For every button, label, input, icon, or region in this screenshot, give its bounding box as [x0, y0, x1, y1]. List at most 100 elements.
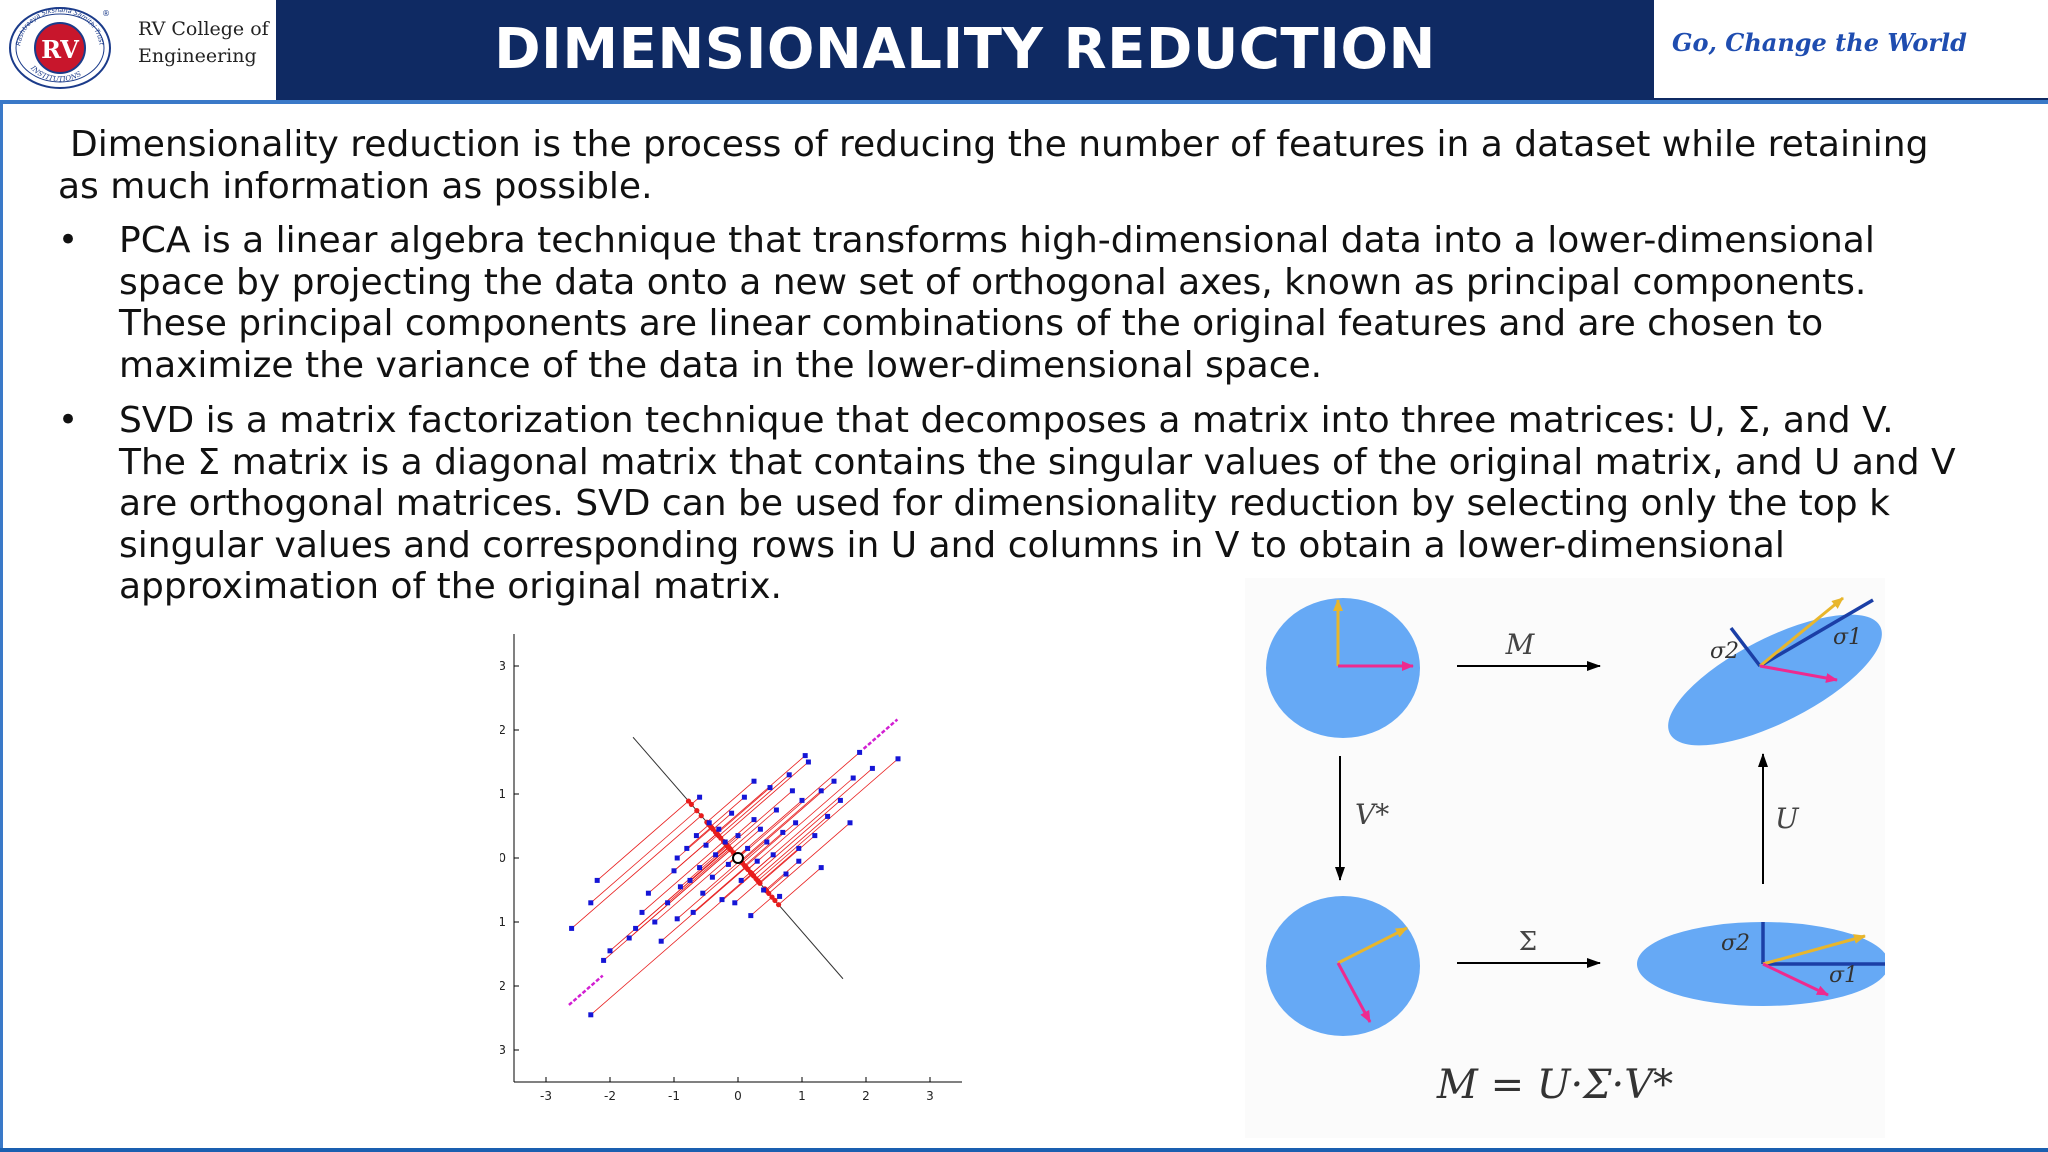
- x-tick-label: -3: [540, 1089, 552, 1103]
- slide-title: DIMENSIONALITY REDUCTION: [494, 17, 1436, 82]
- svd-diagram: M σ2 σ1 V* U Σ σ2 σ1 M = U·Σ·V*: [1245, 578, 1885, 1138]
- projection-line: [660, 867, 747, 942]
- svd-ellipse-scaled: σ2 σ1: [1637, 922, 1885, 1006]
- data-point: [725, 861, 731, 867]
- projection-line: [730, 809, 777, 850]
- projection-line: [686, 826, 712, 849]
- bullet-svd: • SVD is a matrix factorization techniqu…: [58, 400, 1958, 608]
- data-point: [713, 852, 719, 858]
- projection-line: [768, 822, 851, 894]
- projected-point: [694, 808, 700, 814]
- projected-point: [775, 902, 782, 908]
- data-point: [687, 877, 693, 883]
- projection-line: [641, 841, 724, 913]
- label-Sigma: Σ: [1519, 927, 1537, 957]
- data-point: [812, 833, 818, 839]
- bullet-pca-text: PCA is a linear algebra technique that t…: [119, 220, 1875, 386]
- projection-line: [750, 896, 773, 916]
- slide-content: Dimensionality reduction is the process …: [58, 124, 1958, 622]
- projection-line: [718, 774, 790, 837]
- data-point: [738, 877, 744, 883]
- principal-axis-dash-low: [568, 974, 604, 1006]
- data-point: [748, 913, 754, 919]
- label-U: U: [1775, 802, 1800, 835]
- data-point: [693, 833, 699, 839]
- projection-line: [715, 755, 806, 834]
- projection-line: [680, 845, 728, 888]
- projection-line: [712, 812, 732, 830]
- label-sigma2-bottom: σ2: [1721, 931, 1750, 956]
- data-point: [754, 858, 760, 864]
- projection-line: [596, 800, 689, 881]
- x-tick-label: -2: [604, 1089, 616, 1103]
- bullet-dot: •: [58, 400, 79, 440]
- projection-line: [734, 881, 760, 904]
- label-Vstar: V*: [1355, 798, 1389, 831]
- data-point: [677, 884, 683, 890]
- projection-line: [744, 832, 784, 866]
- x-tick-label: 3: [926, 1089, 934, 1103]
- x-tick-label: -1: [668, 1089, 680, 1103]
- projection-line: [720, 761, 809, 839]
- data-point: [767, 785, 773, 791]
- projected-point: [756, 879, 762, 885]
- projection-line: [706, 780, 755, 823]
- projection-line: [765, 860, 800, 891]
- data-point: [773, 807, 779, 813]
- projection-line: [721, 873, 752, 900]
- data-point: [700, 890, 706, 896]
- y-tick-label: 1: [500, 787, 506, 801]
- svd-circle-original: [1266, 598, 1420, 738]
- data-point: [732, 900, 738, 906]
- projection-line: [590, 810, 698, 904]
- projection-line: [571, 815, 702, 929]
- projection-line: [716, 787, 771, 835]
- data-point: [674, 916, 680, 922]
- bullet-pca: • PCA is a linear algebra technique that…: [58, 220, 1958, 386]
- data-point: [770, 852, 776, 858]
- data-point: [665, 900, 671, 906]
- y-tick-label: 2: [500, 723, 506, 737]
- label-sigma2-top: σ2: [1710, 639, 1739, 664]
- data-point: [793, 820, 799, 826]
- data-point: [761, 887, 767, 893]
- data-point: [751, 778, 757, 784]
- data-point: [639, 909, 645, 915]
- data-point: [857, 749, 863, 755]
- data-point: [786, 772, 792, 778]
- y-tick-label: -1: [500, 915, 506, 929]
- bullet-svd-text: SVD is a matrix factorization technique …: [119, 400, 1956, 607]
- data-point: [764, 839, 770, 845]
- projection-line: [667, 848, 731, 904]
- projection-line: [766, 873, 787, 892]
- logo-box: Rashtreeya Sikshana Samithi Trust INSTIT…: [0, 0, 276, 102]
- projection-line: [590, 874, 753, 1016]
- y-tick-label: 3: [500, 659, 506, 673]
- data-point: [703, 842, 709, 848]
- data-point: [802, 753, 808, 759]
- data-point: [745, 845, 751, 851]
- data-point: [850, 775, 856, 781]
- data-point: [658, 938, 664, 944]
- data-point: [601, 957, 607, 963]
- data-point: [796, 858, 802, 864]
- data-point: [697, 794, 703, 800]
- projection-line: [751, 768, 873, 874]
- projection-line: [689, 846, 729, 881]
- data-point: [626, 935, 632, 941]
- data-point: [716, 826, 722, 832]
- projected-point: [766, 890, 772, 897]
- data-point: [684, 845, 690, 851]
- college-name-line1: RV College of: [138, 18, 269, 40]
- data-point: [709, 874, 715, 880]
- svd-circle-rotated: [1266, 896, 1420, 1036]
- projection-line: [759, 835, 816, 884]
- data-point: [837, 797, 843, 803]
- data-point: [805, 759, 811, 765]
- projection-line: [753, 800, 841, 877]
- data-point: [729, 810, 735, 816]
- projection-line: [742, 841, 768, 864]
- data-point: [847, 820, 853, 826]
- projection-line: [755, 816, 828, 879]
- data-point: [588, 900, 594, 906]
